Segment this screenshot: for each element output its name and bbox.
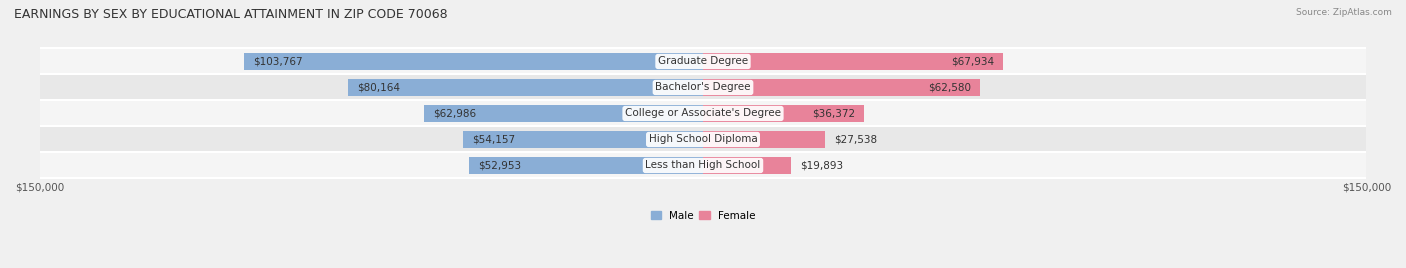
Bar (39, 75, 1367, 100)
Text: $67,934: $67,934 (952, 57, 994, 66)
Text: $27,538: $27,538 (834, 135, 877, 144)
Bar (245, 53, 703, 69)
Text: High School Diploma: High School Diploma (648, 135, 758, 144)
Text: $19,893: $19,893 (800, 161, 844, 170)
Text: College or Associate's Degree: College or Associate's Degree (626, 109, 780, 118)
Text: $62,986: $62,986 (433, 109, 477, 118)
Bar (703, 131, 825, 148)
Text: $52,953: $52,953 (478, 161, 520, 170)
Text: Source: ZipAtlas.com: Source: ZipAtlas.com (1296, 8, 1392, 17)
Bar (703, 79, 980, 95)
Bar (39, 126, 1367, 152)
Text: $62,580: $62,580 (928, 83, 972, 92)
Bar (464, 131, 703, 148)
Text: Less than High School: Less than High School (645, 161, 761, 170)
Bar (39, 100, 1367, 126)
Text: $80,164: $80,164 (357, 83, 401, 92)
Legend: Male, Female: Male, Female (647, 207, 759, 225)
Text: Bachelor's Degree: Bachelor's Degree (655, 83, 751, 92)
Text: Graduate Degree: Graduate Degree (658, 57, 748, 66)
Bar (703, 53, 1004, 69)
Bar (39, 49, 1367, 75)
Bar (39, 152, 1367, 178)
Text: EARNINGS BY SEX BY EDUCATIONAL ATTAINMENT IN ZIP CODE 70068: EARNINGS BY SEX BY EDUCATIONAL ATTAINMEN… (14, 8, 447, 21)
Bar (468, 157, 703, 174)
Bar (703, 105, 863, 121)
Text: $103,767: $103,767 (253, 57, 302, 66)
Text: $54,157: $54,157 (472, 135, 516, 144)
Bar (349, 79, 703, 95)
Text: $36,372: $36,372 (811, 109, 855, 118)
Bar (703, 157, 792, 174)
Bar (425, 105, 703, 121)
